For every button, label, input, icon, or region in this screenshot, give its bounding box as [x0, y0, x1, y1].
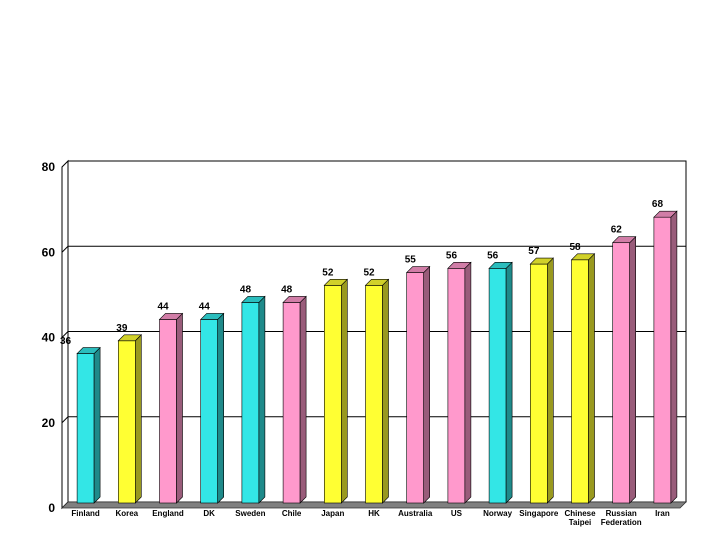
bar-top — [529, 257, 555, 265]
y-tick-label: 0 — [48, 501, 55, 515]
bar-side — [546, 257, 554, 504]
bar — [653, 216, 672, 504]
bar-side — [135, 334, 142, 504]
x-tick-label: Sweden — [235, 509, 265, 518]
data-label: 36 — [60, 336, 72, 347]
x-tick-label: England — [152, 509, 184, 518]
bar-side — [299, 295, 307, 504]
data-label: 68 — [652, 199, 664, 210]
bar-side — [670, 210, 678, 504]
x-tick-label: Korea — [115, 509, 138, 518]
data-label: 55 — [405, 255, 417, 266]
y-tick-label: 80 — [42, 160, 56, 174]
bar — [118, 340, 136, 504]
bar-top — [570, 253, 596, 261]
x-tick-label: HK — [368, 509, 380, 518]
gridline-side — [61, 245, 69, 253]
x-tick-label: Japan — [321, 509, 344, 518]
bar — [159, 319, 177, 504]
bar — [76, 353, 95, 504]
bar-side — [217, 312, 224, 504]
data-label: 44 — [199, 301, 211, 312]
y-tick-label: 60 — [42, 245, 56, 259]
bar-top — [241, 296, 266, 303]
bar — [241, 302, 260, 504]
bar — [323, 285, 342, 504]
plot-floor — [61, 501, 687, 509]
data-label: 39 — [116, 323, 128, 334]
data-label: 48 — [240, 284, 252, 295]
data-label: 44 — [158, 301, 170, 312]
x-tick-label: Chinese — [564, 509, 596, 518]
bar-top — [76, 347, 101, 354]
data-label: 62 — [611, 225, 623, 236]
bar-top — [117, 334, 143, 342]
bar — [365, 285, 383, 504]
x-tick-label: Taipei — [569, 518, 592, 527]
x-tick-label: Singapore — [519, 509, 559, 518]
bar-side — [464, 261, 472, 504]
data-label: 56 — [487, 250, 499, 261]
y-tick-label: 20 — [42, 416, 56, 430]
bar-top — [405, 266, 431, 273]
bar — [447, 267, 466, 504]
bar — [406, 272, 425, 504]
data-label: 57 — [528, 246, 540, 257]
bar — [488, 267, 507, 504]
x-tick-label: Russian — [606, 509, 637, 518]
x-tick-label: Norway — [483, 509, 512, 518]
bar — [571, 259, 589, 504]
bar-side — [340, 278, 348, 504]
bar-side — [629, 236, 637, 504]
x-tick-label: Iran — [655, 509, 670, 518]
bar-side — [93, 346, 101, 504]
bar-side — [505, 261, 513, 504]
bar-top — [364, 279, 390, 286]
x-tick-label: DK — [203, 509, 215, 518]
bar-top — [199, 313, 225, 320]
bar-side — [258, 295, 266, 504]
bar-top — [282, 296, 307, 303]
bar — [612, 242, 631, 504]
bar-top — [158, 313, 184, 320]
data-label: 56 — [446, 250, 458, 261]
bar-side — [382, 278, 389, 504]
bar — [282, 302, 301, 504]
bar-side — [176, 312, 183, 504]
bar-side — [423, 265, 431, 504]
x-tick-label: US — [451, 509, 463, 518]
y-tick-label: 40 — [42, 331, 56, 345]
bar-top — [611, 236, 637, 244]
data-label: 58 — [570, 242, 582, 253]
x-tick-label: Finland — [71, 509, 100, 518]
x-tick-label: Chile — [282, 509, 302, 518]
bar-top — [447, 261, 472, 269]
x-tick-label: Australia — [398, 509, 433, 518]
bar-top — [488, 261, 513, 269]
bar-top — [653, 210, 678, 218]
gridline-side — [61, 331, 69, 338]
bar — [200, 319, 218, 504]
bar-side — [588, 253, 595, 504]
bar — [529, 263, 548, 504]
x-tick-label: Federation — [601, 518, 642, 527]
data-label: 52 — [322, 267, 334, 278]
data-label: 52 — [364, 267, 376, 278]
gridline-side — [61, 416, 69, 424]
data-label: 48 — [281, 284, 293, 295]
bar-top — [323, 279, 349, 286]
